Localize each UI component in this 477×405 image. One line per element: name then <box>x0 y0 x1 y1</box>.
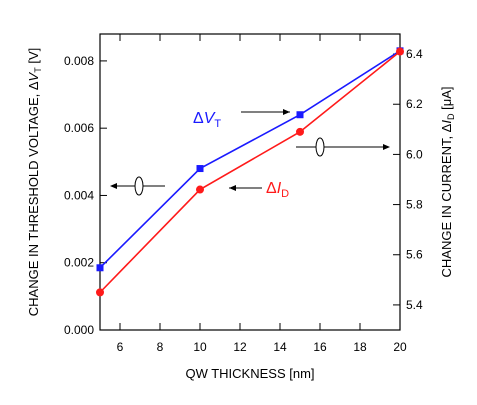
series-0-point-1 <box>196 165 204 173</box>
x-tick-label: 20 <box>393 340 407 354</box>
x-tick-label: 16 <box>313 340 327 354</box>
series-0-point-0 <box>96 264 104 272</box>
arrowhead-vt <box>283 109 290 115</box>
right-y-tick-label: 6.4 <box>406 47 423 61</box>
arrowhead-id <box>229 185 236 191</box>
right-y-tick-label: 6.0 <box>406 147 423 161</box>
series-1-point-1 <box>196 185 204 194</box>
series-layer <box>96 47 404 297</box>
left-y-tick-label: 0.006 <box>64 121 94 135</box>
series-label-delta-id: ΔID <box>266 180 289 200</box>
x-tick-label: 6 <box>117 340 124 354</box>
series-0-point-2 <box>296 111 304 119</box>
series-1-point-0 <box>96 288 104 297</box>
right-y-tick-label: 5.6 <box>406 248 423 262</box>
tick-layer: 6 8 10 12 14 16 18 20 0.000 0.002 0.004 0.006 0.008 5… <box>64 34 423 354</box>
left-axis-title: CHANGE IN THRESHOLD VOLTAGE, ΔVT [V] <box>26 48 43 316</box>
left-axis-indicator-ellipse <box>134 176 144 196</box>
left-y-tick-label: 0.000 <box>64 323 94 337</box>
series-label-delta-vt: ΔVT <box>193 110 221 130</box>
x-tick-label: 10 <box>193 340 207 354</box>
left-y-tick-label: 0.002 <box>64 256 94 270</box>
x-tick-label: 14 <box>273 340 287 354</box>
x-tick-label: 18 <box>353 340 367 354</box>
plot-frame <box>99 33 401 331</box>
x-axis-title: QW THICKNESS [nm] <box>185 366 314 381</box>
right-axis-indicator-arrowhead <box>383 144 390 150</box>
right-axis-title: CHANGE IN CURRENT, ΔID [μA] <box>439 87 456 278</box>
right-axis-indicator-ellipse <box>315 137 325 157</box>
left-axis-indicator-arrowhead <box>110 183 117 189</box>
series-1-point-3 <box>396 47 404 56</box>
series-1-point-2 <box>296 127 304 136</box>
right-y-tick-label: 6.2 <box>406 97 423 111</box>
x-tick-label: 8 <box>157 340 164 354</box>
left-y-tick-label: 0.004 <box>64 188 94 202</box>
right-y-tick-label: 5.4 <box>406 298 423 312</box>
series-line-0 <box>99 50 401 269</box>
series-line-1 <box>99 50 401 293</box>
right-y-tick-label: 5.8 <box>406 198 423 212</box>
x-tick-label: 12 <box>233 340 247 354</box>
left-y-tick-label: 0.008 <box>64 54 94 68</box>
